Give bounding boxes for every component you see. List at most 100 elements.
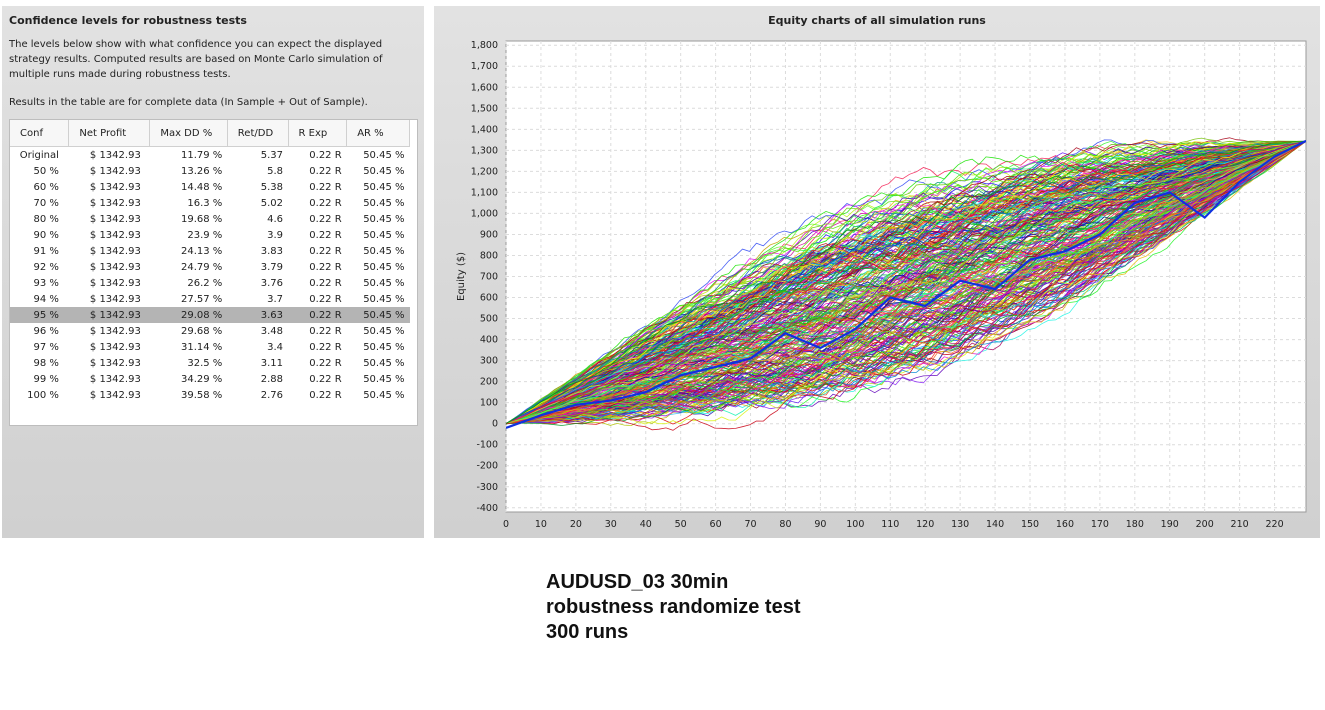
table-row[interactable]: 98 % $ 1342.93 32.5 % 3.11 0.22 R 50.45 %	[10, 355, 410, 371]
table-row[interactable]: Original $ 1342.93 11.79 % 5.37 0.22 R 50.45 …	[10, 147, 410, 164]
table-row[interactable]: 60 % $ 1342.93 14.48 % 5.38 0.22 R 50.45 %	[10, 179, 410, 195]
simulation-run-line	[506, 140, 1306, 425]
simulation-run-line	[506, 140, 1306, 425]
column-header-conf[interactable]: Conf	[10, 120, 70, 147]
table-cell: 5.02	[260, 197, 284, 209]
y-tick-label: -300	[476, 482, 498, 493]
y-tick-label: 1,600	[471, 82, 498, 93]
table-cell: Original	[19, 149, 59, 161]
x-tick-label: 140	[986, 519, 1004, 530]
table-cell: 50.45 %	[363, 373, 405, 385]
table-row[interactable]: 70 % $ 1342.93 16.3 % 5.02 0.22 R 50.45 %	[10, 195, 410, 211]
simulation-run-line	[506, 140, 1306, 425]
simulation-run-line	[506, 140, 1306, 425]
table-cell: 95 %	[10, 307, 69, 323]
table-row[interactable]: 92 % $ 1342.93 24.79 % 3.79 0.22 R 50.45 %	[10, 259, 410, 275]
simulation-run-line	[506, 140, 1306, 425]
table-cell: 5.8	[267, 165, 284, 177]
simulation-runs	[506, 137, 1306, 431]
table-cell: 0.22 R	[309, 181, 342, 193]
table-cell: 0.22 R	[309, 373, 342, 385]
confidence-levels-panel: Confidence levels for robustness tests T…	[2, 6, 424, 538]
column-header-ret-dd[interactable]: Ret/DD	[227, 120, 289, 147]
table-cell: 29.68 %	[180, 325, 223, 337]
table-cell: 96 %	[33, 325, 59, 337]
table-row[interactable]: 94 % $ 1342.93 27.57 % 3.7 0.22 R 50.45 %	[10, 291, 410, 307]
table-row[interactable]: 91 % $ 1342.93 24.13 % 3.83 0.22 R 50.45 %	[10, 243, 410, 259]
table-row[interactable]: 93 % $ 1342.93 26.2 % 3.76 0.22 R 50.45 %	[10, 275, 410, 291]
x-tick-label: 200	[1196, 519, 1214, 530]
simulation-run-line	[506, 140, 1306, 425]
table-cell: $ 1342.93	[89, 277, 141, 289]
table-row[interactable]: 99 % $ 1342.93 34.29 % 2.88 0.22 R 50.45 %	[10, 371, 410, 387]
table-cell: $ 1342.93	[89, 389, 141, 401]
x-tick-label: 0	[503, 519, 509, 530]
y-tick-label: 1,300	[471, 145, 498, 156]
table-header-row: Conf Net Profit Max DD % Ret/DD R Exp AR…	[10, 120, 410, 147]
table-row[interactable]: 96 % $ 1342.93 29.68 % 3.48 0.22 R 50.45 %	[10, 323, 410, 339]
table-cell: 2.76	[260, 389, 284, 401]
panel-title: Confidence levels for robustness tests	[9, 14, 247, 27]
table-cell: 100 %	[27, 389, 59, 401]
table-cell: $ 1342.93	[68, 307, 150, 323]
x-tick-label: 220	[1265, 519, 1283, 530]
table-cell: 0.22 R	[309, 293, 342, 305]
simulation-run-line	[506, 140, 1306, 425]
x-tick-label: 130	[951, 519, 969, 530]
simulation-run-line	[506, 140, 1306, 425]
table-cell: 24.79 %	[180, 261, 223, 273]
x-tick-label: 60	[710, 519, 722, 530]
table-cell: 27.57 %	[180, 293, 223, 305]
table-cell: $ 1342.93	[89, 293, 141, 305]
column-header-ar[interactable]: AR %	[346, 120, 410, 147]
table-cell: 50.45 %	[363, 357, 405, 369]
simulation-run-line	[506, 140, 1306, 425]
table-cell: 3.11	[260, 357, 284, 369]
table-cell: 31.14 %	[180, 341, 223, 353]
table-cell: 3.83	[260, 245, 284, 257]
table-row[interactable]: 97 % $ 1342.93 31.14 % 3.4 0.22 R 50.45 %	[10, 339, 410, 355]
table-cell: 50.45 %	[363, 197, 405, 209]
equity-chart-panel: Equity charts of all simulation runs 1,8…	[434, 6, 1320, 538]
equity-chart[interactable]: 1,800 1,700 1,600 1,500 1,400 1,300 1,200 1,100…	[434, 6, 1320, 538]
table-cell: 34.29 %	[180, 373, 223, 385]
table-cell: 5.38	[260, 181, 284, 193]
table-cell: $ 1342.93	[89, 165, 141, 177]
table-row[interactable]: 100 % $ 1342.93 39.58 % 2.76 0.22 R 50.45 %	[10, 387, 410, 403]
table-cell: $ 1342.93	[89, 261, 141, 273]
table-row[interactable]: 50 % $ 1342.93 13.26 % 5.8 0.22 R 50.45 %	[10, 163, 410, 179]
table-row[interactable]: 95 % $ 1342.93 29.08 % 3.63 0.22 R 50.45 %	[10, 307, 410, 323]
table-cell: 50.45 %	[363, 165, 405, 177]
table-cell: 14.48 %	[180, 181, 223, 193]
column-header-net-profit[interactable]: Net Profit	[68, 120, 151, 147]
table-cell: 0.22 R	[309, 197, 342, 209]
simulation-run-line	[506, 140, 1306, 425]
table-cell: 50.45 %	[363, 261, 405, 273]
column-header-max-dd[interactable]: Max DD %	[149, 120, 228, 147]
simulation-run-line	[506, 140, 1306, 425]
simulation-run-line	[506, 140, 1306, 425]
simulation-run-line	[506, 140, 1306, 425]
column-header-r-exp[interactable]: R Exp	[288, 120, 348, 147]
simulation-run-line	[506, 140, 1306, 425]
table-cell: 91 %	[33, 245, 59, 257]
table-row[interactable]: 80 % $ 1342.93 19.68 % 4.6 0.22 R 50.45 %	[10, 211, 410, 227]
simulation-run-line	[506, 140, 1306, 425]
table-cell: 23.9 %	[187, 229, 223, 241]
confidence-table-container: Conf Net Profit Max DD % Ret/DD R Exp AR…	[9, 119, 418, 426]
table-cell: 4.6	[267, 213, 284, 225]
table-cell: 50.45 %	[363, 213, 405, 225]
table-cell: 0.22 R	[309, 213, 342, 225]
table-cell: 90 %	[33, 229, 59, 241]
simulation-run-line	[506, 140, 1306, 425]
simulation-run-line	[506, 140, 1306, 431]
table-row[interactable]: 90 % $ 1342.93 23.9 % 3.9 0.22 R 50.45 %	[10, 227, 410, 243]
y-tick-label: 700	[480, 272, 498, 283]
simulation-run-line	[506, 140, 1306, 425]
y-tick-label: -400	[476, 503, 498, 514]
y-tick-label: 1,800	[471, 40, 498, 51]
table-cell: 3.4	[267, 341, 284, 353]
x-tick-label: 20	[570, 519, 582, 530]
y-tick-label: 1,000	[471, 208, 498, 219]
table-cell: 24.13 %	[180, 245, 223, 257]
